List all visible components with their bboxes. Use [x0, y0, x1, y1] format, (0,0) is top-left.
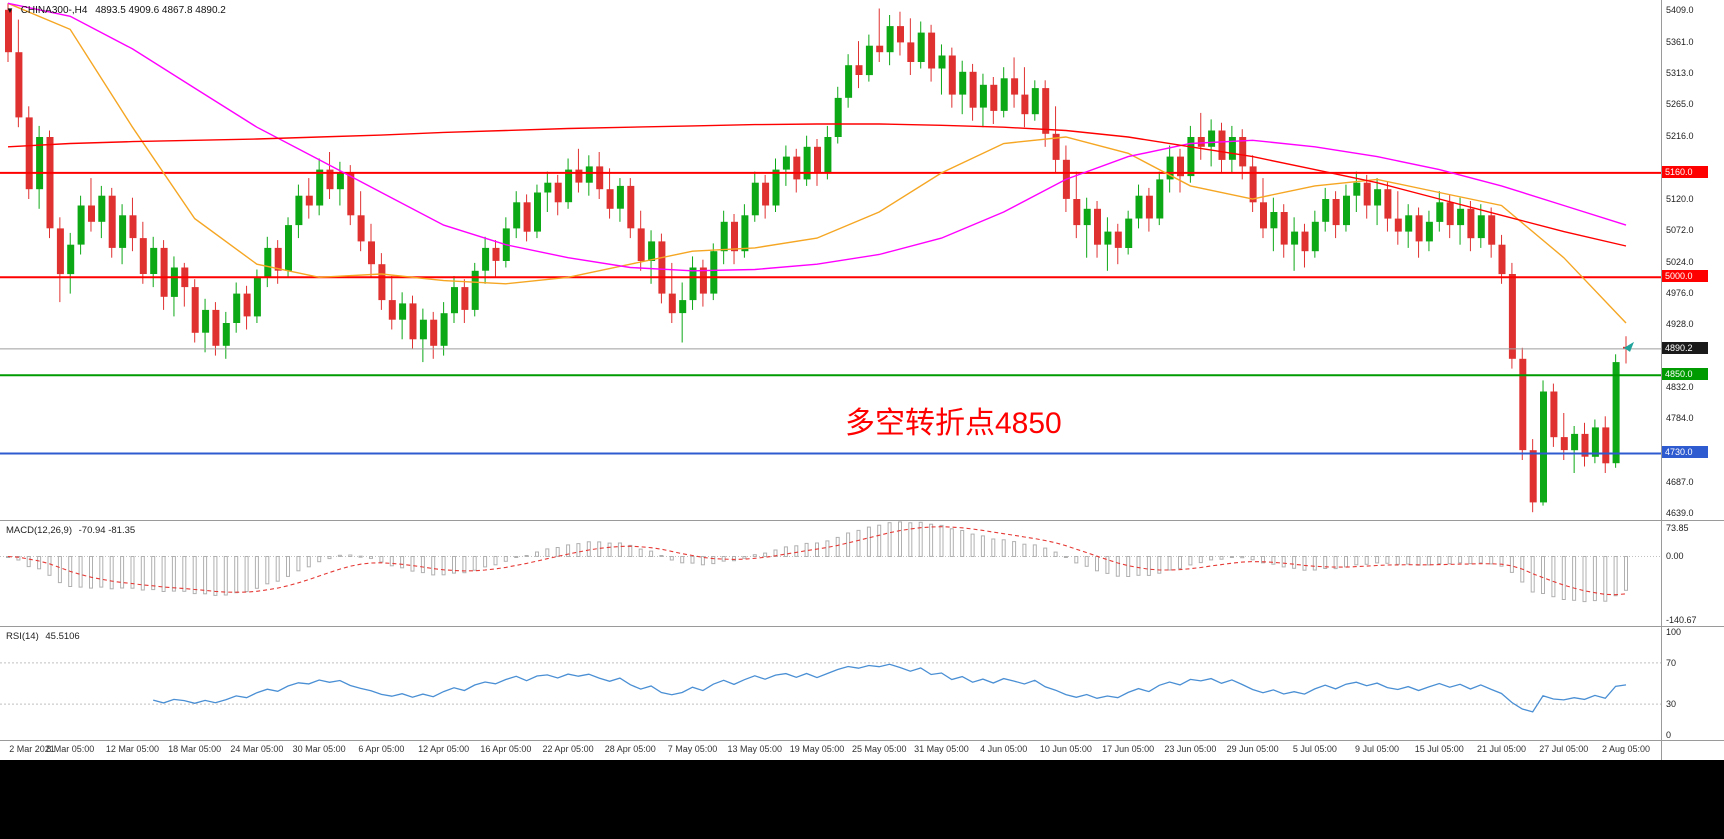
time-label: 22 Apr 05:00	[542, 744, 594, 754]
rsi-axis-label: 30	[1666, 699, 1677, 710]
macd-axis-label: -140.67	[1666, 615, 1697, 625]
axis-separator	[1661, 0, 1662, 760]
time-label: 5 Jul 05:00	[1292, 744, 1337, 754]
price-tick-label: 4784.0	[1666, 413, 1694, 424]
horizontal-lines	[0, 171, 1662, 455]
time-label: 6 Apr 05:00	[358, 744, 405, 754]
time-label: 7 May 05:00	[667, 744, 718, 754]
time-label: 12 Mar 05:00	[105, 744, 159, 754]
time-label: 16 Apr 05:00	[480, 744, 532, 754]
ohlc-values: 4893.5 4909.6 4867.8 4890.2	[95, 5, 226, 16]
time-label: 27 Jul 05:00	[1539, 744, 1589, 754]
hline-price-badge: 4730.0	[1662, 446, 1708, 459]
macd-values: -70.94 -81.35	[78, 525, 136, 536]
price-tick-label: 5072.0	[1666, 225, 1694, 236]
ma-slow-red	[7, 123, 1627, 247]
price-tick-label: 5409.0	[1666, 5, 1694, 16]
panel-separator	[0, 626, 1724, 627]
time-label: 25 May 05:00	[851, 744, 907, 754]
macd-name: MACD(12,26,9)	[6, 525, 72, 536]
time-label: 2 Aug 05:00	[1601, 744, 1651, 754]
current-price-badge: 4890.2	[1662, 341, 1708, 354]
symbol-timeframe-label: CHINA300-,H4	[20, 5, 88, 16]
macd-canvas[interactable]	[0, 521, 1662, 626]
price-tick-label: 5313.0	[1666, 68, 1694, 79]
ma-fast-orange	[7, 2, 1627, 324]
time-label: 29 Jun 05:00	[1226, 744, 1279, 754]
time-label: 21 Jul 05:00	[1477, 744, 1527, 754]
time-label: 15 Jul 05:00	[1414, 744, 1464, 754]
time-label: 2 Mar 2021	[9, 744, 55, 754]
chart-title: ▼ CHINA300-,H4 4893.5 4909.6 4867.8 4890…	[6, 5, 226, 16]
time-label: 12 Apr 05:00	[418, 744, 470, 754]
panel-separator	[0, 520, 1724, 521]
price-tick-label: 4832.0	[1666, 381, 1694, 392]
rsi-axis-label: 100	[1666, 627, 1682, 637]
macd-axis-label: 0.00	[1666, 551, 1684, 562]
time-label: 31 May 05:00	[914, 744, 969, 754]
rsi-axis-label: 0	[1666, 730, 1672, 740]
price-tick-label: 5216.0	[1666, 131, 1694, 142]
time-label: 10 Jun 05:00	[1039, 744, 1092, 754]
rsi-value: 45.5106	[45, 631, 80, 642]
time-label: 18 Mar 05:00	[168, 744, 222, 754]
time-label: 30 Mar 05:00	[292, 744, 346, 754]
time-label: 8 Mar 05:00	[46, 744, 95, 754]
macd-histogram	[6, 521, 1628, 603]
macd-label: MACD(12,26,9) -70.94 -81.35	[6, 525, 135, 536]
time-label: 9 Jul 05:00	[1355, 744, 1400, 754]
price-tick-label: 5361.0	[1666, 36, 1694, 47]
hline-price-badge: 5160.0	[1662, 165, 1708, 178]
macd-signal-line	[7, 526, 1627, 596]
price-tick-label: 5120.0	[1666, 193, 1694, 204]
panel-separator	[0, 740, 1724, 741]
rsi-name: RSI(14)	[6, 631, 39, 642]
price-axis[interactable]: 5409.0 5361.0 5313.0 5265.0 5216.0 5120.0 5072…	[1662, 0, 1724, 760]
bottom-black-bar	[0, 760, 1724, 839]
arrow-marker-icon[interactable]	[1624, 341, 1634, 352]
annotation-text: 多空转折点4850	[845, 407, 1062, 440]
time-axis[interactable]: 2 Mar 2021 8 Mar 05:00 12 Mar 05:00 18 Mar …	[0, 741, 1662, 760]
price-tick-label: 4687.0	[1666, 476, 1694, 487]
hline-price-badge: 5000.0	[1662, 270, 1708, 283]
time-label: 13 May 05:00	[727, 744, 783, 754]
price-tick-label: 5265.0	[1666, 99, 1694, 110]
price-tick-label: 4976.0	[1666, 287, 1694, 298]
price-tick-label: 4928.0	[1666, 319, 1694, 330]
rsi-axis-label: 70	[1666, 657, 1677, 668]
rsi-label: RSI(14) 45.5106	[6, 631, 80, 642]
hline-price-badge: 4850.0	[1662, 368, 1708, 381]
macd-axis-label: 73.85	[1666, 523, 1689, 533]
time-label: 19 May 05:00	[789, 744, 845, 754]
rsi-canvas[interactable]	[0, 627, 1662, 740]
candlestick-series	[5, 3, 1630, 513]
time-label: 28 Apr 05:00	[604, 744, 656, 754]
symbol-dropdown-icon[interactable]: ▼	[6, 6, 14, 15]
time-label: 4 Jun 05:00	[980, 744, 1028, 754]
price-tick-label: 4639.0	[1666, 507, 1694, 518]
rsi-line	[153, 663, 1627, 713]
time-label: 17 Jun 05:00	[1102, 744, 1155, 754]
time-label: 24 Mar 05:00	[230, 744, 284, 754]
price-tick-label: 5024.0	[1666, 256, 1694, 267]
ma-medium-magenta	[7, 2, 1627, 272]
main-chart-canvas[interactable]	[0, 0, 1662, 520]
time-label: 23 Jun 05:00	[1164, 744, 1217, 754]
